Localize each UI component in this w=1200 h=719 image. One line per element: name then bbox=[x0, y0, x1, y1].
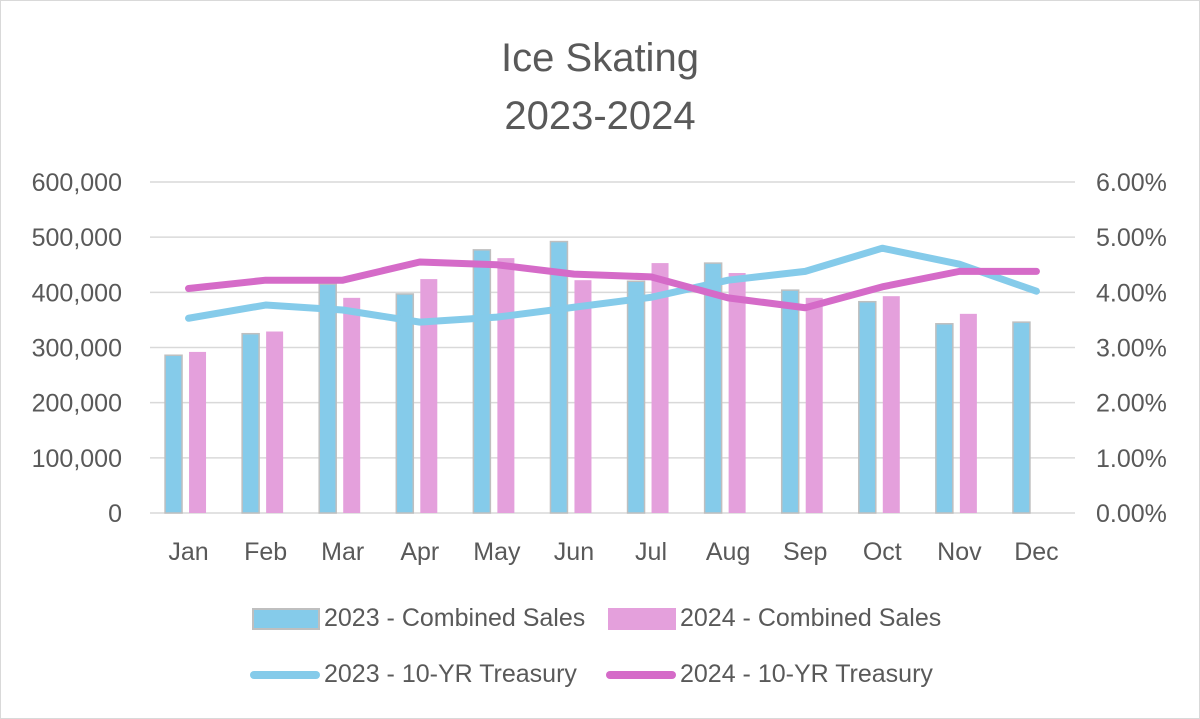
line-series bbox=[185, 244, 1040, 326]
bar bbox=[343, 297, 361, 513]
y-tick-label: 600,000 bbox=[32, 169, 122, 197]
line-swatch-icon bbox=[250, 670, 320, 679]
x-tick-label: Aug bbox=[706, 538, 750, 566]
x-tick-label: Sep bbox=[783, 538, 827, 566]
bar bbox=[626, 280, 646, 514]
y-tick-label: 0 bbox=[108, 500, 122, 528]
bar bbox=[574, 280, 592, 513]
y2-tick-label: 0.00% bbox=[1096, 500, 1167, 528]
bar bbox=[472, 249, 492, 514]
y-tick-label: 300,000 bbox=[32, 335, 122, 363]
bar bbox=[266, 331, 284, 513]
x-tick-label: Mar bbox=[321, 538, 364, 566]
y2-tick-label: 5.00% bbox=[1096, 224, 1167, 252]
bar bbox=[164, 354, 183, 514]
bar bbox=[189, 351, 207, 513]
x-tick-label: Nov bbox=[937, 538, 982, 566]
y2-tick-label: 2.00% bbox=[1096, 390, 1167, 418]
bar-swatch-icon bbox=[252, 607, 320, 630]
bar bbox=[241, 332, 260, 514]
line-swatch-icon bbox=[606, 670, 676, 679]
bar-swatch-icon bbox=[608, 607, 676, 630]
bar bbox=[395, 293, 415, 514]
legend-label: 2024 - Combined Sales bbox=[680, 604, 942, 632]
x-tick-label: Jan bbox=[168, 538, 208, 566]
bar bbox=[1012, 321, 1031, 514]
legend-label: 2023 - Combined Sales bbox=[324, 604, 586, 632]
legend-item-2023-sales: 2023 - Combined Sales bbox=[252, 604, 585, 633]
x-tick-label: May bbox=[473, 538, 521, 566]
bar bbox=[318, 283, 337, 514]
bar bbox=[651, 263, 669, 513]
y2-tick-label: 4.00% bbox=[1096, 279, 1167, 307]
bar bbox=[420, 279, 438, 513]
bar bbox=[858, 300, 877, 514]
bar bbox=[703, 262, 723, 514]
bar bbox=[497, 258, 515, 513]
y2-tick-label: 3.00% bbox=[1096, 335, 1167, 363]
chart-subtitle: 2023-2024 bbox=[504, 94, 696, 138]
treasury-line bbox=[185, 244, 1040, 326]
legend-item-2024-sales: 2024 - Combined Sales bbox=[608, 604, 941, 633]
y-tick-label: 500,000 bbox=[32, 224, 122, 252]
y-axis-left: 0 100,000 200,000 300,000 400,000 500,000 600,… bbox=[32, 169, 122, 528]
x-tick-label: Jul bbox=[635, 538, 667, 566]
y-axis-right: 0.00% 1.00% 2.00% 3.00% 4.00% 5.00% 6.00% bbox=[1096, 169, 1167, 528]
bar bbox=[549, 240, 569, 514]
legend-item-2024-treasury: 2024 - 10-YR Treasury bbox=[606, 660, 933, 689]
y-tick-label: 100,000 bbox=[32, 445, 122, 473]
legend-item-2023-treasury: 2023 - 10-YR Treasury bbox=[250, 660, 577, 689]
bar bbox=[728, 273, 746, 513]
legend-label: 2024 - 10-YR Treasury bbox=[680, 660, 933, 688]
y-tick-label: 200,000 bbox=[32, 390, 122, 418]
x-tick-label: Feb bbox=[244, 538, 287, 566]
bar-series bbox=[164, 240, 1031, 514]
bar bbox=[935, 323, 954, 514]
treasury-line bbox=[185, 258, 1040, 312]
x-tick-label: Apr bbox=[400, 538, 439, 566]
x-tick-label: Jun bbox=[554, 538, 594, 566]
bar bbox=[882, 296, 900, 513]
legend-label: 2023 - 10-YR Treasury bbox=[324, 660, 577, 688]
bar bbox=[780, 289, 800, 514]
gridlines bbox=[150, 181, 1075, 514]
bar bbox=[959, 313, 977, 513]
chart-title: Ice Skating bbox=[501, 36, 699, 80]
y2-tick-label: 1.00% bbox=[1096, 445, 1167, 473]
y-tick-label: 400,000 bbox=[32, 279, 122, 307]
x-tick-label: Oct bbox=[863, 538, 902, 566]
bar bbox=[805, 297, 823, 513]
x-tick-label: Dec bbox=[1014, 538, 1058, 566]
y2-tick-label: 6.00% bbox=[1096, 169, 1167, 197]
x-axis: Jan Feb Mar Apr May Jun Jul Aug Sep Oct Nov Dec bbox=[168, 538, 1058, 566]
